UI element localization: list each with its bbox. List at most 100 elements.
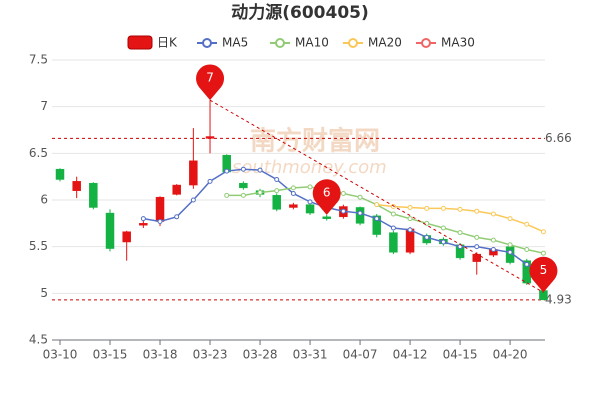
x-tick-label: 03-31 bbox=[293, 348, 328, 362]
legend-label: MA30 bbox=[441, 36, 475, 50]
ma-point bbox=[507, 249, 513, 255]
candle-body bbox=[305, 204, 315, 214]
ma-point bbox=[524, 246, 530, 252]
legend-dot bbox=[202, 38, 212, 48]
x-tick-label: 03-23 bbox=[193, 348, 228, 362]
ma-point bbox=[440, 205, 446, 211]
legend-label: MA10 bbox=[295, 36, 329, 50]
candle-body bbox=[189, 160, 198, 186]
ma-point bbox=[374, 216, 380, 222]
ma-point bbox=[207, 178, 213, 184]
ma-point bbox=[474, 208, 480, 214]
candle-body bbox=[239, 182, 248, 189]
y-tick-label: 6 bbox=[40, 193, 48, 207]
x-tick-label: 03-18 bbox=[143, 348, 178, 362]
watermark: 南方财富网 bbox=[250, 126, 380, 157]
ma-point bbox=[190, 197, 196, 203]
ma-point bbox=[274, 176, 280, 182]
ma-point bbox=[307, 184, 313, 190]
y-tick-label: 5.5 bbox=[29, 239, 48, 253]
ma-point bbox=[474, 244, 480, 250]
marker-label: 7 bbox=[206, 71, 214, 85]
ma-point bbox=[457, 206, 463, 212]
ma-point bbox=[407, 227, 413, 233]
candle-body bbox=[72, 181, 81, 191]
legend-label: MA5 bbox=[222, 36, 248, 50]
candle-body bbox=[155, 196, 165, 222]
candle-body bbox=[322, 216, 331, 219]
ma-point bbox=[457, 230, 463, 236]
ma-point bbox=[507, 216, 513, 222]
x-tick-label: 03-10 bbox=[43, 348, 78, 362]
y-tick-label: 6.5 bbox=[29, 146, 48, 160]
ma-point bbox=[307, 199, 313, 205]
ma-point bbox=[490, 237, 496, 243]
candle-body bbox=[389, 232, 398, 253]
marker-pin bbox=[529, 256, 558, 293]
reference-label: 4.93 bbox=[545, 292, 572, 306]
legend-dot bbox=[348, 38, 358, 48]
ma-point bbox=[357, 210, 363, 216]
legend-label: MA20 bbox=[368, 36, 402, 50]
ma-point bbox=[240, 166, 246, 172]
marker-pin bbox=[196, 64, 225, 101]
trend-line bbox=[209, 99, 544, 293]
candle-body bbox=[139, 223, 148, 226]
ma-point bbox=[174, 214, 180, 220]
ma-point bbox=[257, 190, 263, 196]
ma-point bbox=[440, 239, 446, 245]
ma-point bbox=[290, 190, 296, 196]
y-tick-label: 7.5 bbox=[29, 53, 48, 67]
y-tick-label: 7 bbox=[40, 99, 48, 113]
ma-point bbox=[240, 192, 246, 198]
ma-point bbox=[374, 202, 380, 208]
x-tick-label: 03-28 bbox=[243, 348, 278, 362]
ma-point bbox=[390, 211, 396, 217]
x-tick-label: 04-12 bbox=[393, 348, 428, 362]
x-tick-label: 04-07 bbox=[343, 348, 378, 362]
marker-pin bbox=[312, 179, 341, 215]
ma-point bbox=[257, 167, 263, 173]
ma-point bbox=[440, 225, 446, 231]
ma-point bbox=[224, 192, 230, 198]
ma-point bbox=[507, 242, 513, 248]
ma-point bbox=[290, 185, 296, 191]
candle-body bbox=[405, 228, 415, 253]
ma-point bbox=[524, 261, 530, 267]
ma-point bbox=[490, 211, 496, 217]
candle-body bbox=[55, 168, 65, 180]
ma-point bbox=[140, 216, 146, 222]
candle-body bbox=[122, 231, 131, 243]
ma-point bbox=[340, 208, 346, 214]
ma-point bbox=[407, 216, 413, 222]
candle-body bbox=[105, 212, 115, 249]
y-tick-label: 5 bbox=[40, 286, 48, 300]
candle-body bbox=[472, 253, 481, 262]
chart-title: 动力源(600405) bbox=[231, 2, 369, 23]
marker-label: 6 bbox=[323, 185, 331, 199]
candle-body bbox=[372, 215, 381, 235]
watermark: southmoney.com bbox=[232, 157, 387, 178]
ma-point bbox=[274, 188, 280, 194]
candle-body bbox=[89, 182, 98, 208]
ma-point bbox=[424, 234, 430, 240]
x-tick-label: 03-15 bbox=[93, 348, 128, 362]
x-tick-label: 04-20 bbox=[493, 348, 528, 362]
ma-point bbox=[540, 250, 546, 256]
ma-point bbox=[224, 168, 230, 174]
ma-point bbox=[424, 205, 430, 211]
legend-swatch bbox=[127, 35, 153, 50]
ma-point bbox=[357, 194, 363, 200]
legend-label: 日K bbox=[157, 36, 178, 50]
legend-dot bbox=[275, 38, 285, 48]
reference-label: 6.66 bbox=[545, 131, 572, 145]
marker-label: 5 bbox=[540, 263, 548, 277]
ma-line bbox=[143, 168, 544, 276]
ma-point bbox=[524, 221, 530, 227]
candle-body bbox=[172, 184, 181, 195]
candle-body bbox=[205, 136, 215, 139]
legend-dot bbox=[421, 38, 431, 48]
ma-point bbox=[407, 204, 413, 210]
ma-point bbox=[540, 229, 546, 235]
ma-point bbox=[340, 190, 346, 196]
